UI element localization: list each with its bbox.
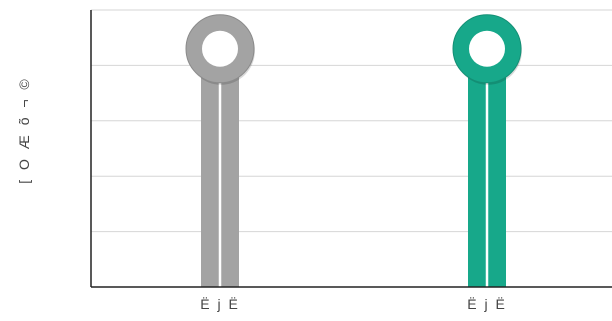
x-tick-label: Ë j Ë: [200, 296, 240, 312]
bar-head-hole: [202, 30, 238, 67]
gridlines: [91, 9, 612, 233]
bars: [185, 14, 522, 287]
x-tick-label: Ë j Ë: [467, 296, 507, 312]
lollipop-bar: [185, 14, 255, 287]
bar-head-hole: [469, 30, 505, 67]
lollipop-bar: [452, 14, 522, 287]
y-axis-label: [ O Æ õ ¬ ©: [16, 76, 32, 184]
